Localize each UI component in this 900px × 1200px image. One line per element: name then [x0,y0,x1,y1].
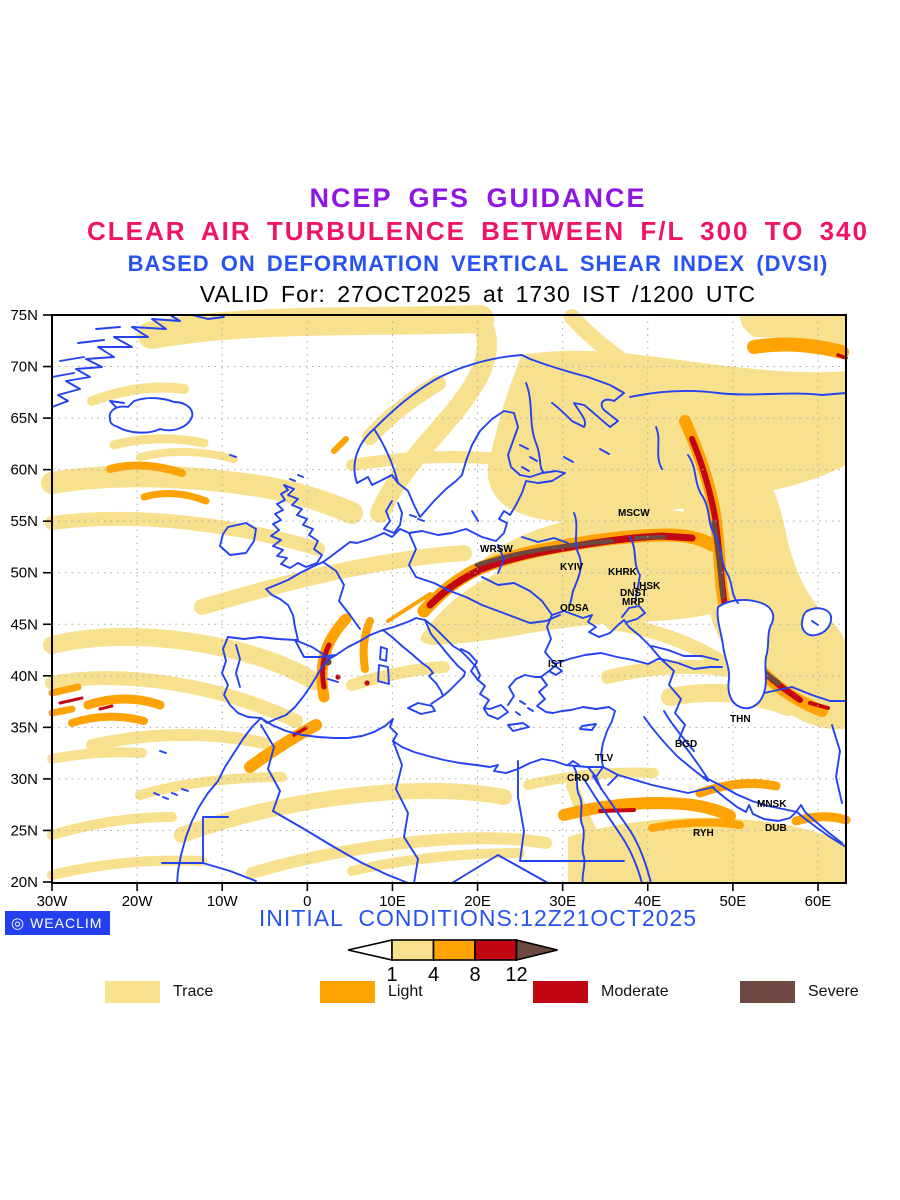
legend-label: Severe [808,983,859,1000]
lat-tick-label: 70N [10,359,38,376]
legend-item-trace: Trace [105,981,213,1003]
city-label-thn: THN [730,714,751,725]
city-label-odsa: ODSA [560,603,589,614]
title-line-4: VALID For: 27OCT2025 at 1730 IST /1200 U… [199,281,757,307]
city-label-tlv: TLV [595,753,613,764]
copyright-circle-icon: ◎ [11,914,26,932]
grid-layer [52,315,846,883]
title-line-3: BASED ON DEFORMATION VERTICAL SHEAR INDE… [127,251,829,276]
city-label-ryh: RYH [693,828,714,839]
scale-segment-trace [391,939,435,961]
city-label-cro: CRO [567,773,589,784]
lat-tick-label: 40N [10,668,38,685]
lon-tick-label: 60E [805,893,832,910]
city-label-ist: IST [548,659,564,670]
lon-tick-label: 10E [379,893,406,910]
lon-tick-label: 20W [122,893,154,910]
lat-tick-label: 55N [10,513,38,530]
initial-conditions: INITIAL CONDITIONS:12Z21OCT2025 [258,905,698,931]
legend-swatch-trace [105,981,160,1003]
legend-row: Trace Light Moderate Severe [0,981,900,1007]
lat-tick-label: 45N [10,616,38,633]
city-label-lhsk: LHSK [633,581,661,592]
lon-tick-label: 30E [549,893,576,910]
lat-tick-label: 30N [10,771,38,788]
title-line-2: CLEAR AIR TURBULENCE BETWEEN F/L 300 TO … [87,216,869,246]
lat-tick-label: 25N [10,822,38,839]
map-frame [51,314,847,884]
scale-tick-label: 4 [428,964,439,985]
city-label-dnst: DNST [620,588,647,599]
scale-right-tip-severe [515,938,558,962]
lon-tick-label: 20E [464,893,491,910]
lon-tick-label: 40E [634,893,661,910]
legend-label: Moderate [601,983,669,1000]
title-line-1: NCEP GFS GUIDANCE [309,183,647,213]
scale-tick-label: 8 [469,964,480,985]
scale-left-tip [347,938,393,962]
city-label-wrsw: WRSW [480,544,513,555]
lon-tick-label: 30W [37,893,69,910]
city-label-mnsk: MNSK [757,799,787,810]
axis-ticks-layer [43,314,819,891]
scale-segment-moderate [474,939,518,961]
coastlines-layer [51,314,847,884]
legend-item-severe: Severe [740,981,859,1003]
legend-item-moderate: Moderate [533,981,669,1003]
legend-label: Light [388,983,423,1000]
scale-segment-light [432,939,476,961]
legend-swatch-severe [740,981,795,1003]
city-label-mrp: MRP [622,597,645,608]
lon-tick-label: 50E [720,893,747,910]
city-label-khrk: KHRK [608,567,638,578]
city-label-kyiv: KYIV [560,562,584,573]
city-label-dub: DUB [765,823,787,834]
lon-tick-label: 0 [303,893,311,910]
scale-tick-label: 1 [386,964,397,985]
legend-swatch-light [320,981,375,1003]
intensity-scale: 1 4 8 12 [347,938,558,985]
weaclim-label: WEACLIM [30,915,103,931]
legend-item-light: Light [320,981,423,1003]
city-label-bgd: BGD [675,739,697,750]
axis-labels-layer: 75N 70N 65N 60N 55N 50N 45N 40N 35N 30N 25N 20N 30W 2… [10,307,831,910]
city-label-mscw: MSCW [618,508,650,519]
weaclim-badge: ◎ WEACLIM [5,911,111,935]
lat-tick-label: 35N [10,719,38,736]
scale-tick-label: 12 [505,964,527,985]
lat-tick-label: 20N [10,874,38,891]
lat-tick-label: 50N [10,565,38,582]
scale-arrow: 1 4 8 12 [347,938,558,985]
legend-label: Trace [173,983,214,1000]
lat-tick-label: 75N [10,307,38,324]
lat-tick-label: 60N [10,462,38,479]
lon-tick-label: 10W [207,893,239,910]
lat-tick-label: 65N [10,410,38,427]
legend-swatch-moderate [533,981,588,1003]
